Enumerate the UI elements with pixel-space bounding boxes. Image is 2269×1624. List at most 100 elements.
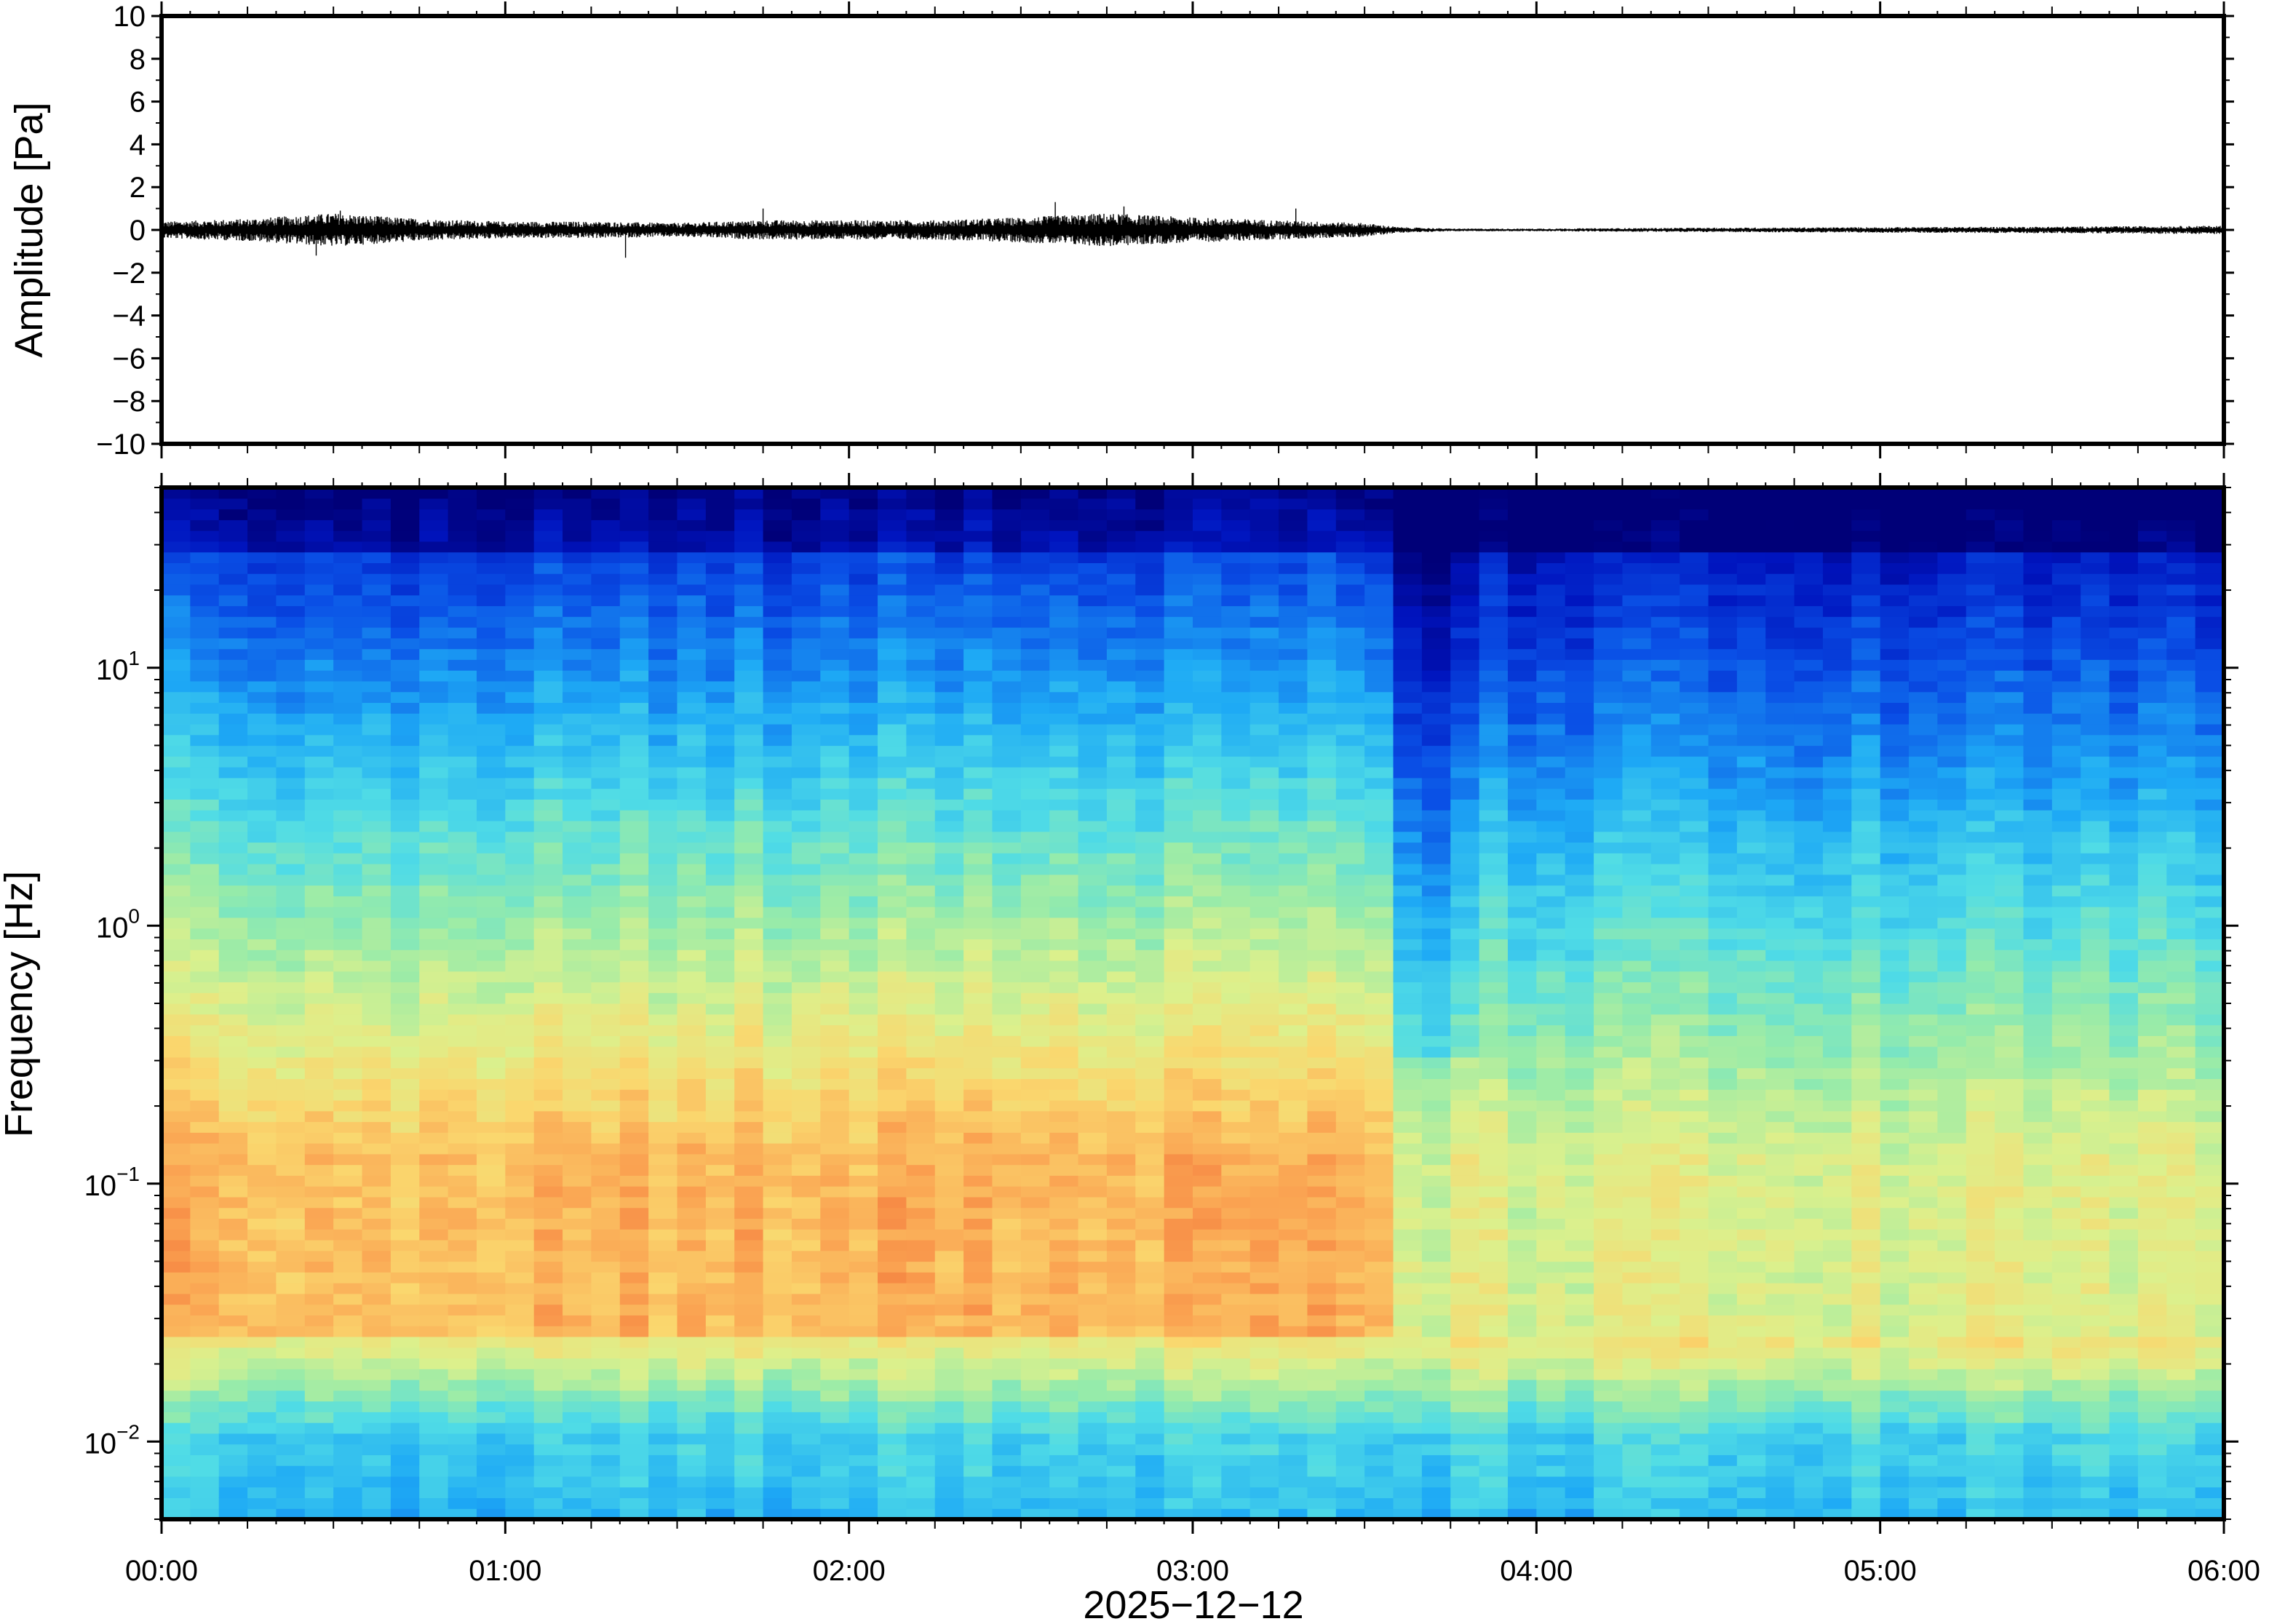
spectrogram-cell [849,1175,878,1187]
spectrogram-cell [333,777,363,789]
spectrogram-cell [476,939,506,950]
spectrogram-cell [333,541,363,553]
spectrogram-cell [705,831,735,843]
spectrogram-cell [1335,863,1365,875]
spectrogram-cell [563,1283,592,1294]
spectrogram-cell [734,810,764,821]
spectrogram-cell [1450,1089,1480,1101]
spectrogram-cell [218,584,248,596]
spectrogram-cell [1279,702,1308,714]
spectrogram-cell [677,810,707,821]
spectrogram-cell [276,702,306,714]
spectrogram-cell [906,971,936,983]
spectrogram-cell [1249,659,1279,671]
spectrogram-cell [791,1153,821,1166]
spectrogram-cell [1565,885,1594,896]
spectrogram-cell [1536,1433,1566,1445]
spectrogram-cell [1307,670,1337,682]
spectrogram-cell [333,723,363,736]
spectrogram-cell [906,767,936,779]
spectrogram-cell [1307,745,1337,757]
spectrogram-cell [1135,1110,1165,1123]
spectrogram-cell [1364,594,1394,607]
spectrogram-cell [1135,1207,1165,1219]
spectrogram-cell [734,1326,764,1337]
spectrogram-cell [1450,734,1480,747]
spectrogram-cell [1393,831,1423,843]
spectrogram-cell [333,1153,363,1166]
spectrogram-cell [1364,1486,1394,1499]
spectrogram-cell [1307,907,1337,918]
spectrogram-cell [448,982,477,993]
spectrogram-cell [1049,1412,1079,1423]
spectrogram-cell [362,702,392,714]
spectrogram-cell [1135,896,1165,907]
spectrogram-cell [247,767,277,779]
spectrogram-cell [906,562,936,574]
spectrogram-cell [1507,788,1537,800]
spectrogram-cell [505,1326,535,1337]
spectrogram-cell [1106,1336,1136,1348]
spectrogram-cell [1249,1261,1279,1273]
spectrogram-cell [1106,670,1136,682]
spectrogram-cell [1106,1444,1136,1455]
spectrogram-cell [1393,1358,1423,1369]
spectrogram-cell [1450,939,1480,950]
spectrogram-cell [190,1078,220,1090]
spectrogram-cell [218,1229,248,1241]
spectrogram-cell [1193,1476,1222,1488]
spectrogram-cell [734,584,764,596]
spectrogram-cell [677,788,707,800]
spectrogram-cell [362,723,392,736]
spectrogram-cell [1421,1486,1451,1499]
spectrogram-cell [878,1283,907,1294]
spectrogram-cell [791,1390,821,1402]
spectrogram-cell [648,1486,678,1499]
spectrogram-cell [1193,648,1222,660]
spectrogram-cell [648,885,678,896]
spectrogram-cell [648,842,678,853]
spectrogram-cell [333,1218,363,1230]
spectrogram-cell [1279,1465,1308,1477]
spectrogram-cell [820,509,850,520]
spectrogram-cell [619,1336,649,1348]
spectrogram-cell [619,1315,649,1326]
spectrogram-cell [1020,1110,1050,1123]
spectrogram-cell [1450,1369,1480,1380]
spectrogram-cell [448,1293,477,1305]
spectrogram-cell [734,1508,764,1519]
spectrogram-cell [906,573,936,585]
spectrogram-cell [1393,713,1423,725]
spectrogram-cell [1221,605,1251,617]
spectrogram-cell [1364,1218,1394,1230]
spectrogram-cell [1479,1056,1509,1069]
spectrogram-cell [1536,1153,1566,1166]
spectrogram-cell [591,1024,621,1036]
spectrogram-cell [878,1164,907,1176]
spectrogram-cell [734,1121,764,1133]
spectrogram-cell [1164,734,1193,747]
spectrogram-cell [734,950,764,961]
spectrogram-cell [390,1401,420,1412]
spectrogram-cell [476,896,506,907]
spectrogram-cell [1507,691,1537,704]
spectrogram-cell [419,1164,449,1176]
spectrogram-cell [276,734,306,747]
spectrogram-cell [1565,1218,1594,1230]
spectrogram-cell [1450,960,1480,972]
spectrogram-cell [1335,627,1365,639]
spectrogram-cell [1193,1358,1222,1369]
spectrogram-cell [1450,1422,1480,1434]
spectrogram-cell [734,1465,764,1477]
spectrogram-cell [419,605,449,617]
spectrogram-cell [849,702,878,714]
spectrogram-cell [1364,1454,1394,1466]
spectrogram-cell [505,637,535,650]
spectrogram-cell [963,541,993,553]
spectrogram-cell [992,820,1022,832]
spectrogram-cell [934,1164,964,1176]
spectrogram-cell [992,799,1022,811]
spectrogram-cell [1536,584,1566,596]
spectrogram-cell [162,1196,191,1209]
spectrogram-cell [1020,541,1050,553]
